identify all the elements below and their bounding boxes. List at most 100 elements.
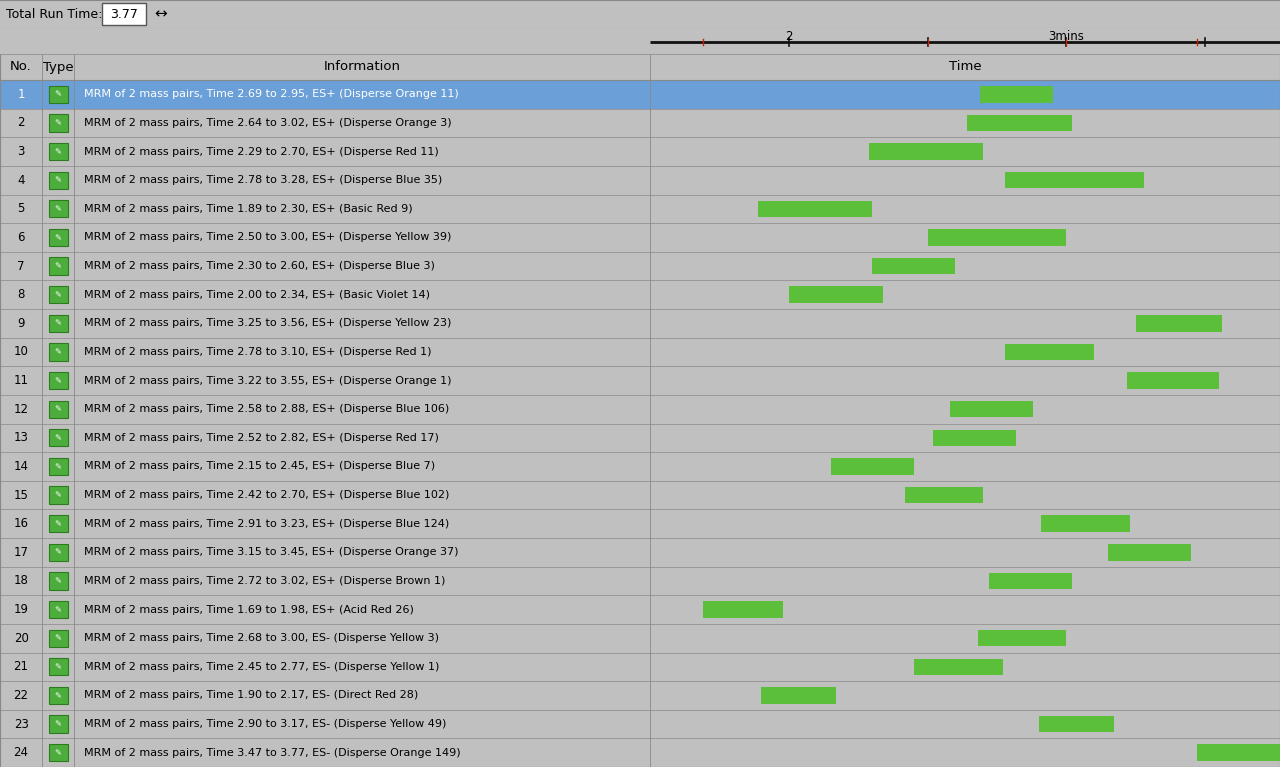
Bar <box>102 3 146 25</box>
Text: No.: No. <box>10 61 32 74</box>
Bar <box>49 200 68 217</box>
Text: 2: 2 <box>785 30 792 43</box>
Text: MRM of 2 mass pairs, Time 3.47 to 3.77, ES- (Disperse Orange 149): MRM of 2 mass pairs, Time 3.47 to 3.77, … <box>84 748 461 758</box>
Text: ✎: ✎ <box>55 204 61 213</box>
Bar <box>0 80 1280 109</box>
Text: ✎: ✎ <box>55 433 61 443</box>
Text: MRM of 2 mass pairs, Time 2.68 to 3.00, ES- (Disperse Yellow 3): MRM of 2 mass pairs, Time 2.68 to 3.00, … <box>84 634 439 644</box>
Bar <box>49 114 68 131</box>
Text: 21: 21 <box>14 660 28 673</box>
Text: ✎: ✎ <box>55 663 61 671</box>
Bar <box>49 486 68 504</box>
Text: MRM of 2 mass pairs, Time 2.15 to 2.45, ES+ (Disperse Blue 7): MRM of 2 mass pairs, Time 2.15 to 2.45, … <box>84 462 435 472</box>
Bar <box>872 258 955 275</box>
Text: Time: Time <box>948 61 982 74</box>
Text: MRM of 2 mass pairs, Time 2.52 to 2.82, ES+ (Disperse Red 17): MRM of 2 mass pairs, Time 2.52 to 2.82, … <box>84 433 439 443</box>
Bar <box>49 286 68 303</box>
Text: ✎: ✎ <box>55 147 61 156</box>
Text: 18: 18 <box>14 574 28 588</box>
Text: 9: 9 <box>18 317 24 330</box>
Bar <box>1128 372 1219 389</box>
Text: 4: 4 <box>18 173 24 186</box>
Text: MRM of 2 mass pairs, Time 3.25 to 3.56, ES+ (Disperse Yellow 23): MRM of 2 mass pairs, Time 3.25 to 3.56, … <box>84 318 452 328</box>
Bar <box>703 601 783 618</box>
Bar <box>49 744 68 762</box>
Bar <box>905 487 983 503</box>
Bar <box>933 430 1016 446</box>
Bar <box>1005 344 1094 360</box>
Bar <box>966 114 1071 131</box>
Bar <box>49 344 68 360</box>
Text: MRM of 2 mass pairs, Time 2.45 to 2.77, ES- (Disperse Yellow 1): MRM of 2 mass pairs, Time 2.45 to 2.77, … <box>84 662 440 672</box>
Text: ✎: ✎ <box>55 233 61 242</box>
Bar <box>49 314 68 332</box>
Text: 6: 6 <box>18 231 24 244</box>
Bar <box>759 200 872 217</box>
Bar <box>914 659 1002 675</box>
Text: MRM of 2 mass pairs, Time 2.91 to 3.23, ES+ (Disperse Blue 124): MRM of 2 mass pairs, Time 2.91 to 3.23, … <box>84 518 449 528</box>
Bar <box>49 258 68 275</box>
Bar <box>1197 745 1280 761</box>
Text: ✎: ✎ <box>55 290 61 299</box>
Text: MRM of 2 mass pairs, Time 2.64 to 3.02, ES+ (Disperse Orange 3): MRM of 2 mass pairs, Time 2.64 to 3.02, … <box>84 118 452 128</box>
Text: MRM of 2 mass pairs, Time 2.00 to 2.34, ES+ (Basic Violet 14): MRM of 2 mass pairs, Time 2.00 to 2.34, … <box>84 290 430 300</box>
Text: ✎: ✎ <box>55 548 61 557</box>
Text: 12: 12 <box>14 403 28 416</box>
Bar <box>49 172 68 189</box>
Text: ✎: ✎ <box>55 491 61 499</box>
Text: 3.77: 3.77 <box>110 8 138 21</box>
Bar <box>49 716 68 732</box>
Text: ✎: ✎ <box>55 90 61 99</box>
Text: MRM of 2 mass pairs, Time 2.50 to 3.00, ES+ (Disperse Yellow 39): MRM of 2 mass pairs, Time 2.50 to 3.00, … <box>84 232 452 242</box>
Text: ↔: ↔ <box>154 6 166 21</box>
Text: 13: 13 <box>14 431 28 444</box>
Bar <box>980 86 1052 103</box>
Bar <box>49 400 68 418</box>
Bar <box>1108 544 1192 561</box>
Bar <box>869 143 983 160</box>
Text: MRM of 2 mass pairs, Time 2.69 to 2.95, ES+ (Disperse Orange 11): MRM of 2 mass pairs, Time 2.69 to 2.95, … <box>84 89 460 99</box>
Text: MRM of 2 mass pairs, Time 3.22 to 3.55, ES+ (Disperse Orange 1): MRM of 2 mass pairs, Time 3.22 to 3.55, … <box>84 376 452 386</box>
Bar <box>988 573 1071 589</box>
Text: ✎: ✎ <box>55 176 61 185</box>
Text: 24: 24 <box>14 746 28 759</box>
Bar <box>762 687 836 704</box>
Text: 2: 2 <box>18 117 24 130</box>
Bar <box>49 601 68 618</box>
Bar <box>49 86 68 103</box>
Text: MRM of 2 mass pairs, Time 2.78 to 3.28, ES+ (Disperse Blue 35): MRM of 2 mass pairs, Time 2.78 to 3.28, … <box>84 175 443 185</box>
Text: ✎: ✎ <box>55 319 61 328</box>
Bar <box>49 143 68 160</box>
Text: 17: 17 <box>14 546 28 559</box>
Text: ✎: ✎ <box>55 347 61 357</box>
Bar <box>788 286 883 303</box>
Text: 3mins: 3mins <box>1048 30 1084 43</box>
Text: 23: 23 <box>14 718 28 730</box>
Bar <box>1042 515 1130 532</box>
Bar <box>49 458 68 475</box>
Text: ✎: ✎ <box>55 118 61 127</box>
Text: 16: 16 <box>14 517 28 530</box>
Text: MRM of 2 mass pairs, Time 2.42 to 2.70, ES+ (Disperse Blue 102): MRM of 2 mass pairs, Time 2.42 to 2.70, … <box>84 490 449 500</box>
Text: MRM of 2 mass pairs, Time 2.58 to 2.88, ES+ (Disperse Blue 106): MRM of 2 mass pairs, Time 2.58 to 2.88, … <box>84 404 449 414</box>
Bar <box>49 658 68 676</box>
Bar <box>49 544 68 561</box>
Text: ✎: ✎ <box>55 634 61 643</box>
Bar <box>49 572 68 590</box>
Bar <box>49 687 68 704</box>
Text: 15: 15 <box>14 489 28 502</box>
Bar <box>49 229 68 246</box>
Bar <box>49 430 68 446</box>
Text: ✎: ✎ <box>55 605 61 614</box>
Bar <box>49 630 68 647</box>
Text: 14: 14 <box>14 460 28 473</box>
Bar <box>1005 172 1144 189</box>
Text: ✎: ✎ <box>55 577 61 585</box>
Bar <box>1135 315 1221 331</box>
Text: Type: Type <box>44 61 73 74</box>
Text: MRM of 2 mass pairs, Time 3.15 to 3.45, ES+ (Disperse Orange 37): MRM of 2 mass pairs, Time 3.15 to 3.45, … <box>84 548 460 558</box>
Text: 10: 10 <box>14 345 28 358</box>
Bar <box>831 458 914 475</box>
Text: 20: 20 <box>14 632 28 645</box>
Text: 11: 11 <box>14 374 28 387</box>
